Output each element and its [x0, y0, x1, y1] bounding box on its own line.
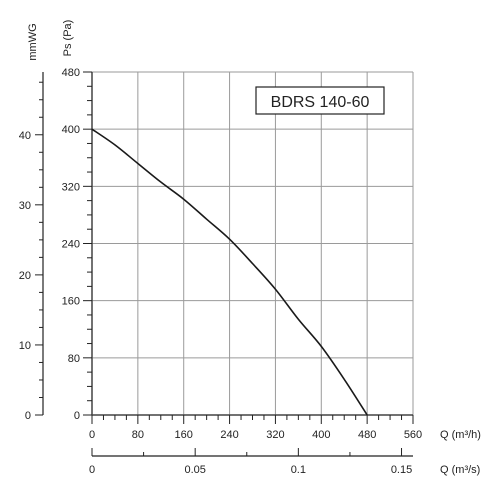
y-tick-label: 320 — [62, 181, 80, 193]
model-label: BDRS 140-60 — [271, 94, 370, 111]
secondary-x-tick-label: 0.1 — [291, 464, 306, 476]
x-tick-label: 480 — [358, 429, 376, 441]
secondary-x-tick-label: 0.15 — [391, 464, 412, 476]
grid-layer — [92, 71, 414, 415]
secondary-x-axis-title: Q (m³/s) — [440, 464, 480, 476]
fan-curve-line — [91, 128, 368, 416]
model-label-box — [255, 86, 385, 115]
x-axis-title: Q (m³/h) — [440, 429, 481, 441]
x-tick-label: 320 — [266, 429, 284, 441]
label-layer: 0 80 160 240 320 400 480 560 Q (m³/h)08016024032… — [19, 20, 481, 476]
secondary-y-tick-label: 0 — [25, 410, 31, 422]
curve-layer — [91, 128, 368, 416]
x-tick-label: 160 — [175, 429, 193, 441]
secondary-y-tick-label: 10 — [19, 340, 31, 352]
y-tick-label: 480 — [62, 67, 80, 79]
secondary-y-axis-title: mmWG — [27, 23, 39, 60]
x-tick-label: 560 — [404, 429, 422, 441]
y-axis-title: Ps (Pa) — [62, 20, 74, 57]
secondary-y-tick-label: 40 — [19, 130, 31, 142]
y-tick-label: 160 — [62, 296, 80, 308]
x-tick-label: 80 — [132, 429, 144, 441]
axis-layer — [35, 71, 414, 457]
secondary-y-tick-label: 20 — [19, 270, 31, 282]
secondary-y-tick-label: 30 — [19, 200, 31, 212]
x-tick-label: 240 — [220, 429, 238, 441]
x-tick-label: 0 — [89, 429, 95, 441]
y-tick-label: 240 — [62, 239, 80, 251]
y-tick-label: 0 — [74, 410, 80, 422]
secondary-x-tick-label: 0 — [89, 464, 95, 476]
y-tick-label: 400 — [62, 124, 80, 136]
x-tick-label: 400 — [312, 429, 330, 441]
secondary-x-tick-label: 0.05 — [184, 464, 205, 476]
y-tick-label: 80 — [68, 353, 80, 365]
